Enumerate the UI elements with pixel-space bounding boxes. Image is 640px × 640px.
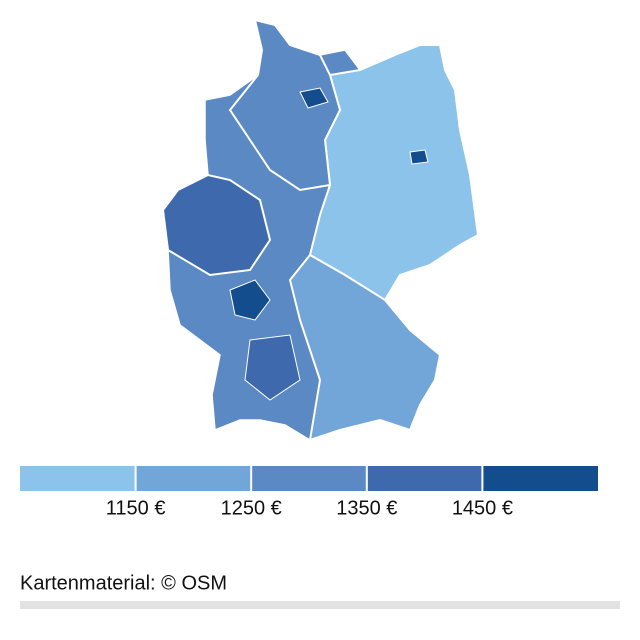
source-note: Kartenmaterial: © OSM xyxy=(20,572,227,594)
west-region xyxy=(161,173,272,277)
bavaria-region xyxy=(288,253,442,442)
legend: 1150 € 1250 € 1350 € 1450 € xyxy=(20,466,598,519)
stuttgart-region xyxy=(244,334,301,401)
legend-bin xyxy=(252,466,366,491)
east-region xyxy=(308,44,480,302)
legend-bin xyxy=(20,466,135,491)
berlin xyxy=(409,149,429,165)
legend-tick-label: 1350 € xyxy=(336,497,397,519)
north-region xyxy=(228,18,342,192)
germany-map xyxy=(161,18,480,442)
divider-bar xyxy=(20,601,620,609)
rhine-main-region xyxy=(229,279,271,321)
legend-bin xyxy=(136,466,251,491)
legend-tick-label: 1150 € xyxy=(106,497,166,519)
legend-bin xyxy=(483,466,598,491)
hamburg xyxy=(299,87,329,109)
legend-bin xyxy=(367,466,482,491)
legend-tick-label: 1450 € xyxy=(452,497,513,519)
legend-tick-label: 1250 € xyxy=(221,497,282,519)
